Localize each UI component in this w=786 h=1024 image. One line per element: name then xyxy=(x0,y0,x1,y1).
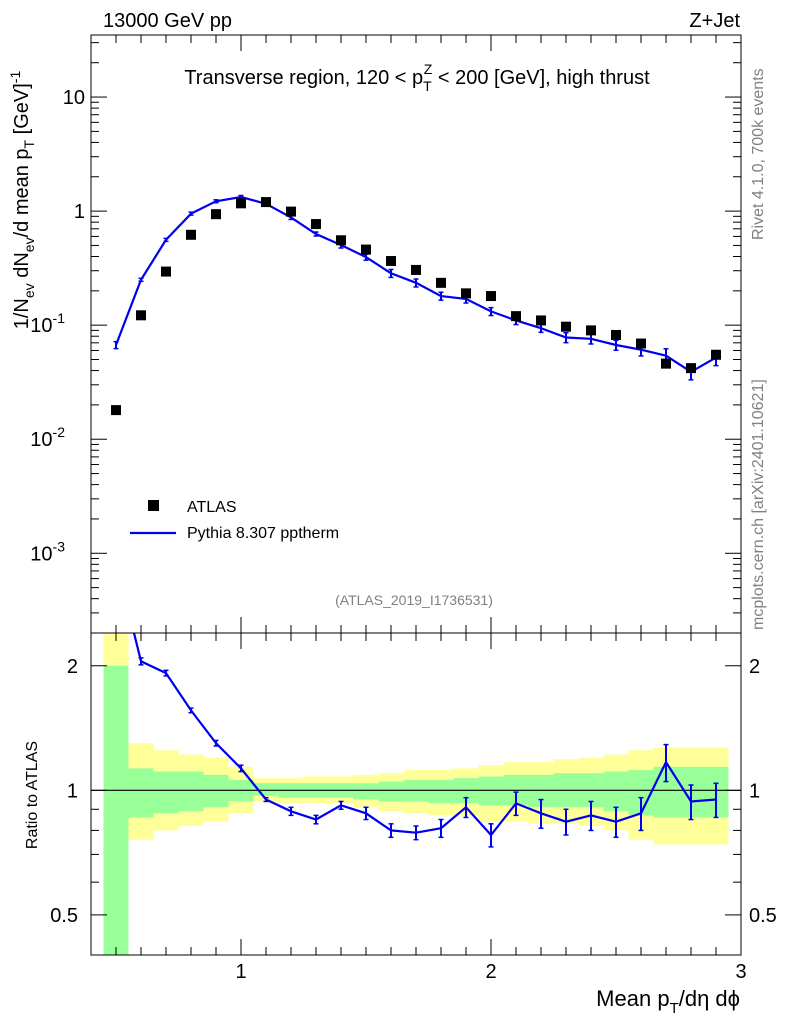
legend-label-mc: Pythia 8.307 pptherm xyxy=(187,525,339,542)
ratio-band-inner xyxy=(678,766,729,818)
atlas-data-point xyxy=(161,266,171,277)
plot-title: Transverse region, 120 < pTZ < 200 [GeV]… xyxy=(184,61,650,94)
main-y-tick-label: 1 xyxy=(74,201,85,223)
side-text-lower: mcplots.cern.ch [arXiv:2401.10621] xyxy=(750,379,767,630)
ratio-y-tick-label-left: 2 xyxy=(67,656,78,678)
ratio-y-tick-label-right: 1 xyxy=(749,780,760,802)
legend-label-atlas: ATLAS xyxy=(187,499,237,516)
atlas-data-point xyxy=(111,405,121,416)
atlas-data-point xyxy=(686,363,696,374)
atlas-data-point xyxy=(661,358,671,369)
ratio-band-inner xyxy=(103,665,129,955)
main-y-tick-label: 10 xyxy=(63,87,85,109)
x-tick-label: 3 xyxy=(735,961,746,983)
x-tick-label: 1 xyxy=(235,961,246,983)
x-tick-label: 2 xyxy=(485,961,496,983)
main-y-tick-label: 10-2 xyxy=(30,424,65,451)
atlas-data-point xyxy=(711,349,721,360)
atlas-data-point xyxy=(211,209,221,220)
main-y-tick-label: 10-1 xyxy=(30,310,65,337)
header-left: 13000 GeV pp xyxy=(103,10,232,32)
atlas-data-point xyxy=(561,321,571,332)
atlas-data-point xyxy=(511,311,521,322)
atlas-data-point xyxy=(636,338,646,349)
ratio-y-tick-label-left: 0.5 xyxy=(50,905,78,927)
atlas-data-point xyxy=(386,256,396,267)
atlas-data-point xyxy=(361,244,371,255)
ratio-band-inner xyxy=(178,771,204,812)
atlas-data-point xyxy=(186,229,196,240)
ratio-plot-panel: 0.5 0.5 1 1 2 2 1 2 3 Ratio to ATLAS Mean pT/dη … xyxy=(24,632,777,1017)
atlas-data-point xyxy=(436,277,446,288)
ratio-band-inner xyxy=(353,783,379,800)
atlas-data-point xyxy=(286,206,296,217)
atlas-data-point xyxy=(311,219,321,230)
atlas-data-point xyxy=(536,315,546,326)
y-axis-label: 1/Nev dNev/d mean pT [GeV]-1 xyxy=(7,71,37,330)
ratio-band-inner xyxy=(428,779,454,804)
ratio-y-tick-label-right: 0.5 xyxy=(749,905,777,927)
ratio-y-tick-label-right: 2 xyxy=(749,656,760,678)
ratio-band-inner xyxy=(203,774,229,808)
atlas-data-point xyxy=(486,291,496,302)
ratio-band-inner xyxy=(128,768,154,818)
atlas-data-point xyxy=(136,310,146,321)
atlas-data-point xyxy=(611,329,621,340)
legend: ATLAS Pythia 8.307 pptherm xyxy=(130,499,339,542)
main-y-tick-label: 10-3 xyxy=(30,538,65,565)
main-plot-frame xyxy=(90,34,742,634)
x-axis-label: Mean pT/dη dϕ xyxy=(596,986,740,1017)
ratio-y-axis-label: Ratio to ATLAS xyxy=(24,741,41,849)
atlas-data-point xyxy=(586,325,596,336)
ratio-y-tick-label-left: 1 xyxy=(67,780,78,802)
ratio-band-inner xyxy=(378,781,404,802)
legend-marker-atlas xyxy=(148,500,159,511)
ratio-band-inner xyxy=(153,771,179,814)
analysis-id: (ATLAS_2019_I1736531) xyxy=(335,592,493,608)
atlas-data-point xyxy=(461,288,471,299)
main-plot-panel: 10-3 10-2 10-1 1 10 Transverse region, 120 <… xyxy=(7,34,742,634)
side-text-upper: Rivet 4.1.0, 700k events xyxy=(750,68,767,240)
atlas-data-point xyxy=(411,264,421,275)
header-right: Z+Jet xyxy=(689,10,740,32)
atlas-data-point xyxy=(261,197,271,208)
ratio-band-inner xyxy=(603,771,629,812)
atlas-data-point xyxy=(236,198,246,209)
atlas-data-point xyxy=(336,235,346,246)
